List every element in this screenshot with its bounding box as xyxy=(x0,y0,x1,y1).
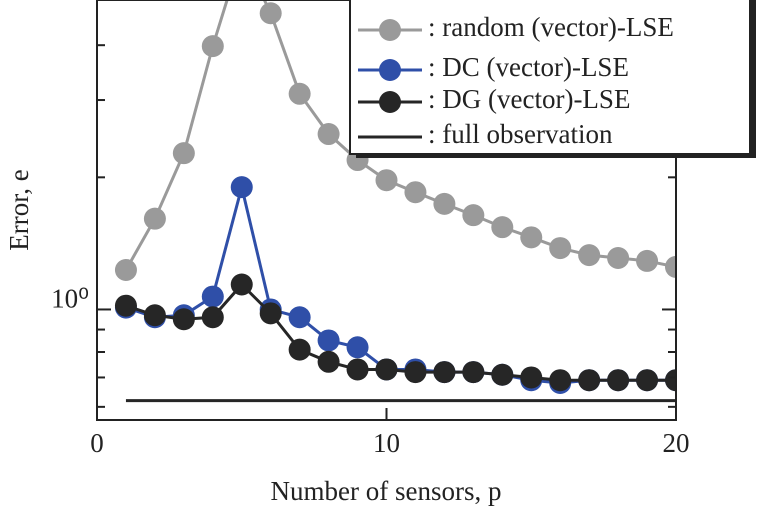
data-point xyxy=(520,226,543,249)
legend-box xyxy=(349,0,751,155)
legend-label: : DG (vector)-LSE xyxy=(428,84,630,114)
legend-label: : DC (vector)-LSE xyxy=(428,52,629,82)
x-axis-label: Number of sensors, p xyxy=(271,476,502,506)
data-point xyxy=(201,35,224,58)
data-point xyxy=(288,82,311,105)
data-point xyxy=(607,369,630,392)
data-point xyxy=(549,369,572,392)
data-point xyxy=(636,369,659,392)
data-point xyxy=(317,329,340,352)
data-point xyxy=(346,358,369,381)
data-point xyxy=(491,216,514,239)
data-point xyxy=(578,369,601,392)
data-point xyxy=(433,361,456,384)
legend: : random (vector)-LSE: DC (vector)-LSE: … xyxy=(349,0,756,158)
data-point xyxy=(375,169,398,192)
plot-area xyxy=(114,0,676,403)
data-point xyxy=(317,123,340,146)
data-point xyxy=(201,285,224,308)
data-point xyxy=(114,259,137,282)
data-point xyxy=(375,358,398,381)
data-point xyxy=(143,207,166,230)
legend-label: : full observation xyxy=(428,119,613,149)
data-point xyxy=(578,244,601,267)
series-line xyxy=(125,186,676,385)
x-tick-label: 20 xyxy=(663,428,690,458)
data-point xyxy=(230,273,253,296)
data-point xyxy=(114,294,137,317)
data-point xyxy=(404,361,427,384)
data-point xyxy=(259,302,282,325)
data-point xyxy=(172,308,195,331)
plot-frame xyxy=(96,0,677,421)
x-tick-label: 0 xyxy=(90,428,104,458)
legend-marker xyxy=(379,19,401,41)
y-tick-label: 10⁰ xyxy=(51,284,89,314)
data-point xyxy=(607,246,630,269)
data-point xyxy=(665,255,676,278)
data-point xyxy=(288,338,311,361)
data-point xyxy=(549,237,572,260)
data-point xyxy=(143,304,166,327)
data-point xyxy=(404,181,427,204)
data-point xyxy=(346,336,369,359)
legend-marker xyxy=(379,91,401,113)
data-point xyxy=(520,366,543,389)
data-point xyxy=(172,142,195,165)
data-point xyxy=(317,350,340,373)
data-point xyxy=(288,306,311,329)
data-point xyxy=(665,369,676,392)
data-point xyxy=(433,192,456,215)
data-point xyxy=(462,361,485,384)
data-point xyxy=(491,363,514,386)
x-tick-label: 10 xyxy=(373,428,400,458)
data-point xyxy=(259,2,282,25)
data-point xyxy=(201,306,224,329)
legend-label: : random (vector)-LSE xyxy=(428,12,674,42)
data-point xyxy=(230,176,253,199)
y-axis-label: Error, e xyxy=(4,169,34,250)
legend-marker xyxy=(379,59,401,81)
data-point xyxy=(636,249,659,272)
data-point xyxy=(462,204,485,227)
